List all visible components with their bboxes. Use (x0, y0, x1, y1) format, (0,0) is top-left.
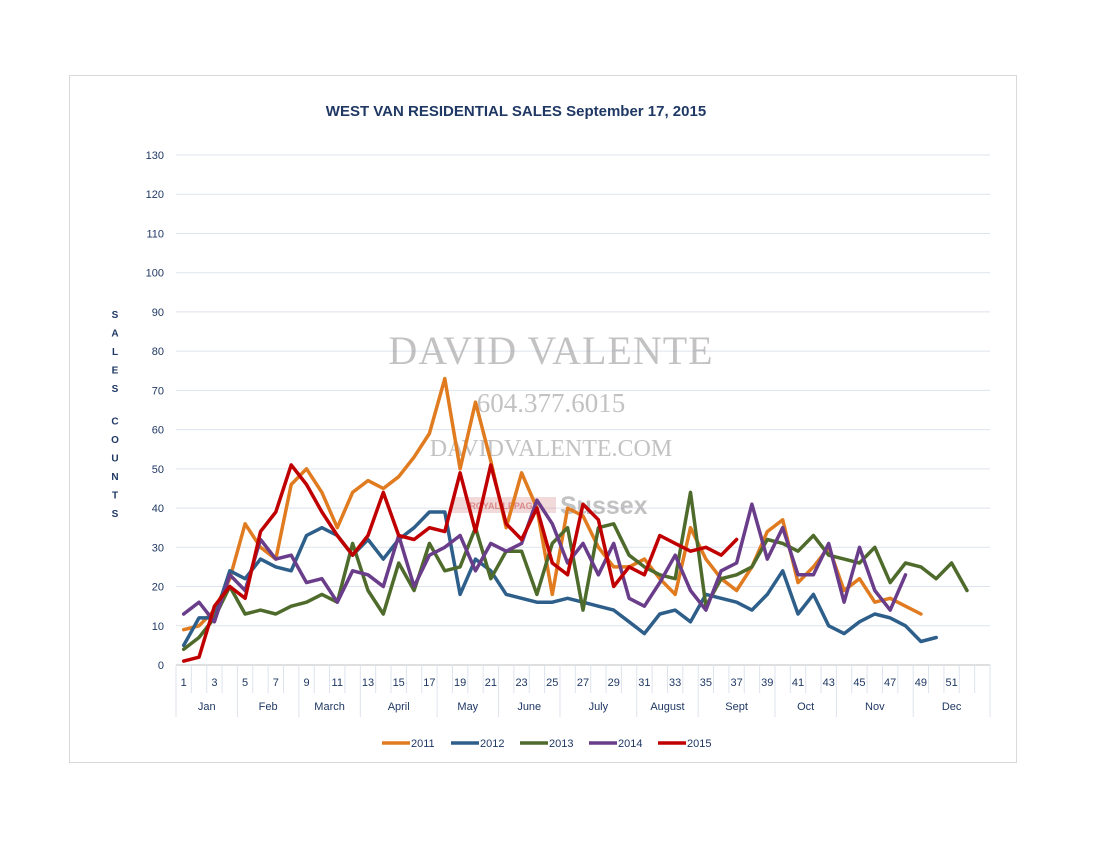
y-tick-label: 70 (152, 385, 164, 397)
y-tick-label: 110 (146, 228, 164, 240)
x-tick-label: 45 (853, 677, 865, 689)
y-axis-label-letter: N (111, 472, 118, 483)
chart-title: WEST VAN RESIDENTIAL SALES September 17,… (326, 103, 706, 120)
y-tick-label: 0 (158, 660, 164, 672)
x-tick-label: 13 (362, 677, 374, 689)
month-label: Feb (259, 701, 278, 713)
x-tick-label: 25 (546, 677, 558, 689)
y-tick-label: 90 (152, 307, 164, 319)
x-tick-label: 49 (915, 677, 927, 689)
y-axis-label-letter: S (112, 384, 119, 395)
watermark-name: DAVID VALENTE (388, 328, 713, 373)
x-tick-label: 9 (303, 677, 309, 689)
y-axis-label-letter: S (112, 310, 119, 321)
series-line-2012 (181, 510, 938, 648)
x-tick-label: 29 (608, 677, 620, 689)
gridlines (176, 154, 990, 666)
y-axis-label-letter: S (112, 509, 119, 520)
x-tick-label: 17 (423, 677, 435, 689)
watermark-website: DAVIDVALENTE.COM (430, 436, 672, 462)
legend-label-2013: 2013 (549, 738, 573, 750)
month-label: Jan (198, 701, 216, 713)
y-tick-label: 50 (152, 464, 164, 476)
y-axis-label-letter: L (112, 347, 118, 358)
x-tick-label: 27 (577, 677, 589, 689)
x-tick-label: 3 (211, 677, 217, 689)
y-tick-label: 60 (152, 425, 164, 437)
x-tick-label: 47 (884, 677, 896, 689)
x-tick-label: 31 (638, 677, 650, 689)
month-label: August (650, 701, 684, 713)
y-axis-label-letter: C (111, 417, 118, 428)
watermark-phone: 604.377.6015 (477, 388, 626, 418)
y-tick-label: 20 (152, 582, 164, 594)
x-tick-label: 51 (945, 677, 957, 689)
y-tick-label: 30 (152, 542, 164, 554)
x-tick-label: 11 (332, 677, 343, 689)
x-tick-label: 23 (515, 677, 527, 689)
y-tick-label: 100 (146, 268, 164, 280)
legend-label-2011: 2011 (411, 738, 435, 750)
chart-frame (69, 75, 1017, 763)
y-tick-label: 130 (146, 150, 164, 162)
month-label: May (457, 701, 478, 713)
x-tick-label: 1 (181, 677, 187, 689)
y-tick-label: 80 (152, 346, 164, 358)
month-label: March (314, 701, 345, 713)
series-line-2011 (181, 376, 923, 632)
month-label: Nov (865, 701, 885, 713)
y-tick-label: 40 (152, 503, 164, 515)
x-tick-label: 35 (700, 677, 712, 689)
x-tick-label: 41 (792, 677, 804, 689)
x-tick-label: 15 (393, 677, 405, 689)
x-tick-label: 37 (730, 677, 742, 689)
y-tick-label: 10 (152, 621, 164, 633)
legend-label-2012: 2012 (480, 738, 504, 750)
month-label: April (388, 701, 410, 713)
watermark-office: Sussex (560, 492, 648, 520)
series-line-2014 (181, 498, 908, 624)
watermark-brand: ROYAL LEPAGE (469, 501, 538, 511)
x-axis: 1 3 5 7 9 11 13 15 17 19 21 23 25 27 29 31 33 35 37 39 41 43 4… (175, 664, 991, 717)
series-line-2013 (181, 490, 969, 652)
month-label: June (517, 701, 541, 713)
legend-label-2014: 2014 (618, 738, 642, 750)
y-axis-label-letter: U (111, 454, 118, 465)
month-label: Sept (725, 701, 748, 713)
month-label: July (589, 701, 609, 713)
legend-label-2015: 2015 (687, 738, 711, 750)
x-tick-label: 39 (761, 677, 773, 689)
month-label: Oct (797, 701, 814, 713)
y-tick-label: 120 (146, 189, 164, 201)
legend: 2011 2012 2013 2014 2015 (382, 738, 711, 750)
y-axis-label-letter: O (111, 435, 119, 446)
y-axis-label-letter: A (111, 329, 118, 340)
x-tick-label: 33 (669, 677, 681, 689)
series-lines (181, 376, 969, 663)
series-line-2015 (181, 463, 739, 663)
x-tick-label: 5 (242, 677, 248, 689)
x-tick-label: 7 (273, 677, 279, 689)
x-tick-label: 43 (823, 677, 835, 689)
y-axis-label-letter: T (112, 491, 118, 502)
watermark: DAVID VALENTE 604.377.6015 DAVIDVALENTE.… (388, 328, 713, 520)
x-tick-label: 19 (454, 677, 466, 689)
month-label: Dec (942, 701, 962, 713)
y-axis-ticks: 0 10 20 30 40 50 60 70 80 90 100 110 120 130 (146, 150, 164, 672)
y-axis-label-letter: E (112, 366, 119, 377)
x-tick-label: 21 (485, 677, 497, 689)
watermark-brand-box (452, 497, 556, 513)
